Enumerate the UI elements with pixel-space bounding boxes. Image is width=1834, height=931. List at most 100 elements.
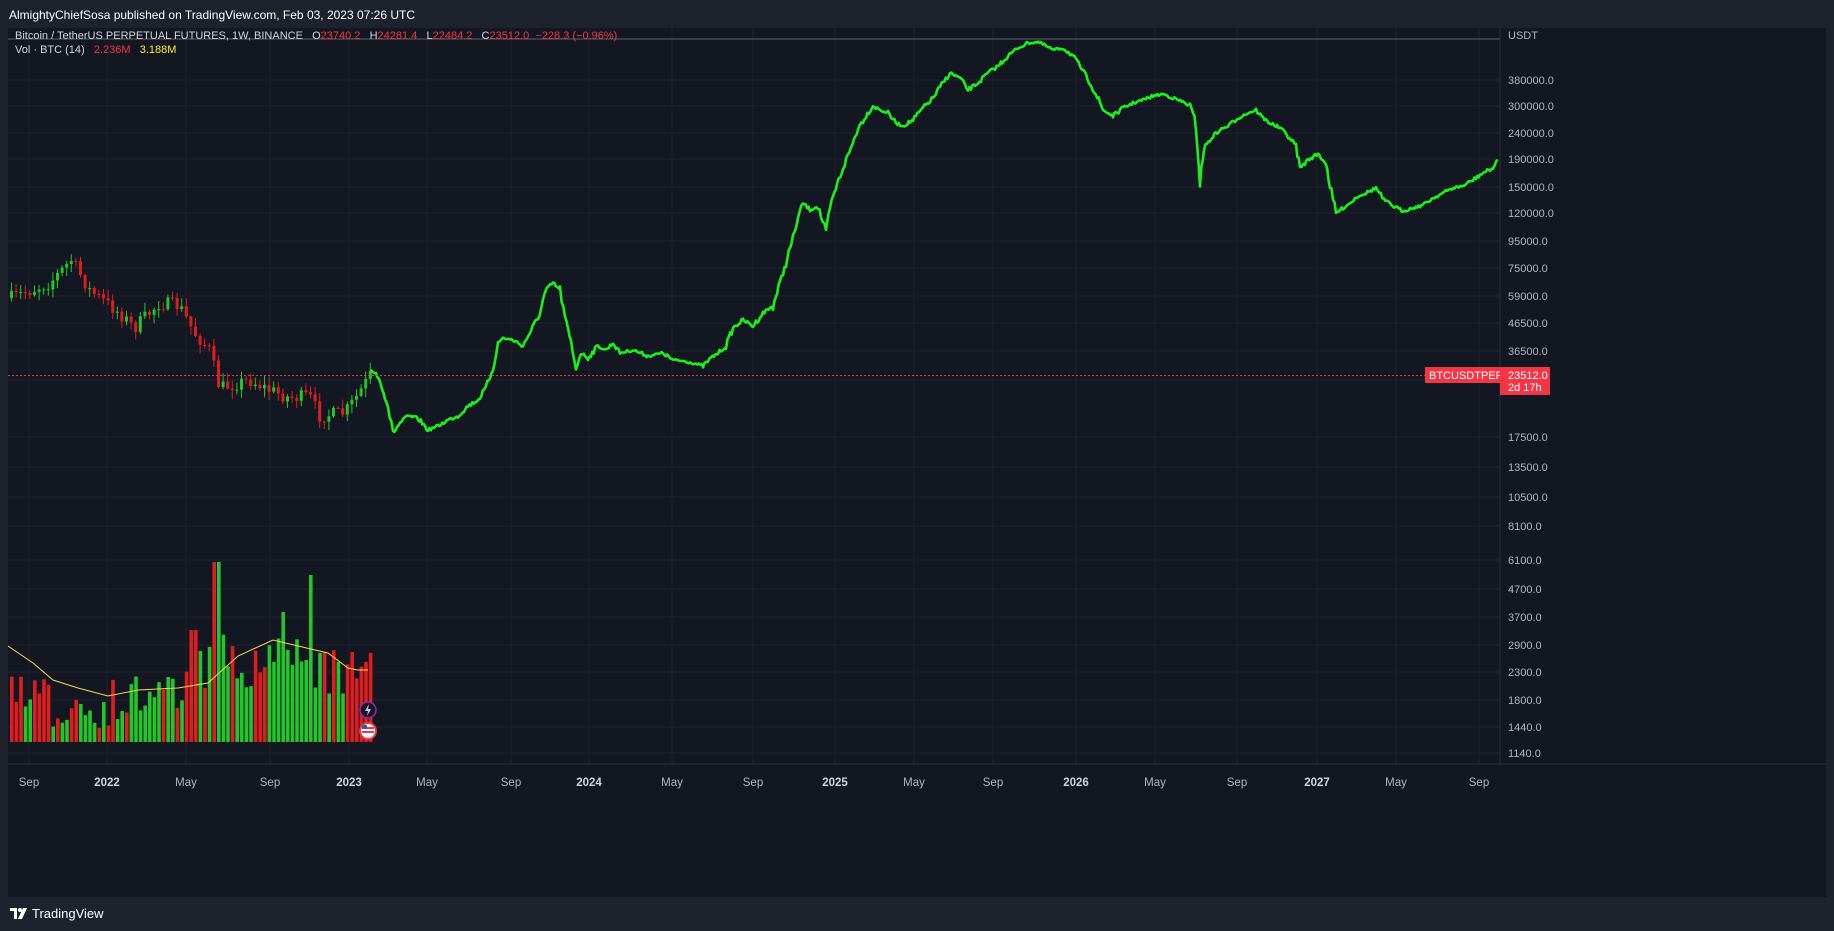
volume-bar — [23, 706, 28, 742]
volume-bar — [368, 652, 373, 742]
time-label: Sep — [501, 777, 521, 789]
high-value: 24281.4 — [377, 30, 418, 42]
volume-bar — [46, 684, 51, 742]
candle-body — [42, 289, 46, 291]
price-tick-label: 240000.0 — [1508, 128, 1554, 140]
time-label: Sep — [1469, 777, 1489, 789]
volume-bar — [276, 638, 281, 742]
footer-bar: TradingView — [0, 897, 1834, 931]
price-tick-label: 1800.0 — [1508, 695, 1542, 707]
grid-lines — [8, 28, 1500, 764]
volume-bar — [166, 677, 170, 742]
candle-body — [212, 345, 216, 361]
candle-body — [345, 404, 349, 415]
publisher-line: AlmightyChiefSosa published on TradingVi… — [9, 8, 416, 22]
volume-bar — [327, 693, 331, 742]
volume-bar — [88, 710, 92, 742]
volume-bar — [267, 645, 272, 742]
candle-body — [235, 389, 239, 391]
symbol-legend[interactable]: Bitcoin / TetherUS PERPETUAL FUTURES, 1W… — [15, 30, 617, 42]
price-tick-label: 3700.0 — [1508, 612, 1542, 624]
price-tick-label: 150000.0 — [1508, 182, 1554, 194]
volume-series — [10, 562, 373, 742]
time-label: May — [661, 777, 683, 789]
candle-body — [134, 322, 138, 333]
candle-body — [203, 344, 207, 346]
candle-body — [19, 291, 23, 293]
volume-bar — [286, 649, 290, 742]
candle-body — [83, 275, 87, 289]
volume-bar — [148, 691, 152, 742]
volume-bar — [161, 689, 166, 742]
candle-body — [65, 264, 69, 268]
price-tick-label: 4700.0 — [1508, 584, 1542, 596]
candle-body — [28, 293, 32, 296]
volume-bar — [79, 704, 83, 742]
last-price-box — [1500, 367, 1550, 395]
candle-body — [272, 387, 276, 392]
volume-bar — [194, 630, 198, 742]
symbol-tag-box — [1425, 367, 1500, 383]
price-tick-label: 380000.0 — [1508, 75, 1554, 87]
time-label: May — [416, 777, 438, 789]
candle-body — [359, 388, 363, 396]
volume-bar — [345, 664, 350, 742]
time-label: Sep — [260, 777, 280, 789]
volume-bar — [212, 562, 216, 742]
volume-bar — [198, 650, 203, 742]
candle-body — [161, 309, 165, 311]
tradingview-brand[interactable]: TradingView — [10, 906, 104, 921]
chart-canvas[interactable]: USDT 380000.0 300000.0 240000.0 190000.0 150… — [8, 28, 1826, 897]
time-label: Sep — [1227, 777, 1247, 789]
symbol-tag: BTCUSDTPERP — [1429, 370, 1511, 382]
volume-bar — [106, 725, 111, 742]
time-label: 2026 — [1063, 777, 1089, 789]
candle-body — [258, 384, 262, 389]
price-tick-label: 6100.0 — [1508, 555, 1542, 567]
candle-body — [88, 287, 92, 289]
volume-bar — [336, 661, 341, 742]
candle-body — [69, 261, 73, 265]
time-label: 2023 — [336, 777, 362, 789]
volume-bar — [111, 679, 115, 742]
close-value: 23512.0 — [489, 30, 530, 42]
chart-pane[interactable]: USDT 380000.0 300000.0 240000.0 190000.0 150… — [8, 28, 1826, 897]
candle-body — [313, 394, 317, 402]
candle-body — [263, 384, 266, 389]
price-tick-label: 95000.0 — [1508, 236, 1548, 248]
open-value: 23740.2 — [320, 30, 361, 42]
volume-bar — [120, 710, 124, 742]
price-tick-label: 2900.0 — [1508, 640, 1542, 652]
us-flag-event-icon[interactable] — [359, 722, 377, 740]
volume-bar — [309, 575, 313, 742]
candle-body — [341, 408, 345, 415]
price-tick-label: 1440.0 — [1508, 722, 1542, 734]
price-tick-label: 36500.0 — [1508, 346, 1548, 358]
price-tick-label: 300000.0 — [1508, 101, 1554, 113]
low-label: L — [426, 30, 433, 42]
volume-bar — [175, 707, 180, 742]
candle-body — [327, 416, 331, 422]
candle-body — [295, 398, 299, 401]
candle-body — [276, 387, 280, 394]
volume-bar — [134, 676, 138, 742]
candle-body — [143, 311, 147, 317]
volume-bar — [97, 727, 101, 742]
candle-body — [171, 297, 174, 299]
volume-bar — [33, 680, 37, 742]
candle-body — [309, 392, 312, 395]
volume-label: Vol · BTC (14) — [15, 44, 85, 56]
candle-body — [221, 381, 225, 388]
volume-bar — [240, 672, 244, 742]
volume-bar — [290, 664, 295, 742]
volume-bar — [295, 639, 299, 742]
volume-bar — [235, 678, 239, 742]
volume-bar — [253, 650, 258, 742]
time-label: Sep — [983, 777, 1003, 789]
lightning-event-icon[interactable] — [359, 701, 377, 719]
change-value: −228.3 (−0.96%) — [535, 30, 618, 42]
candle-body — [10, 291, 13, 298]
volume-bar — [263, 667, 267, 742]
volume-legend[interactable]: Vol · BTC (14) 2.236M 3.188M — [15, 44, 176, 56]
time-label: May — [1144, 777, 1166, 789]
